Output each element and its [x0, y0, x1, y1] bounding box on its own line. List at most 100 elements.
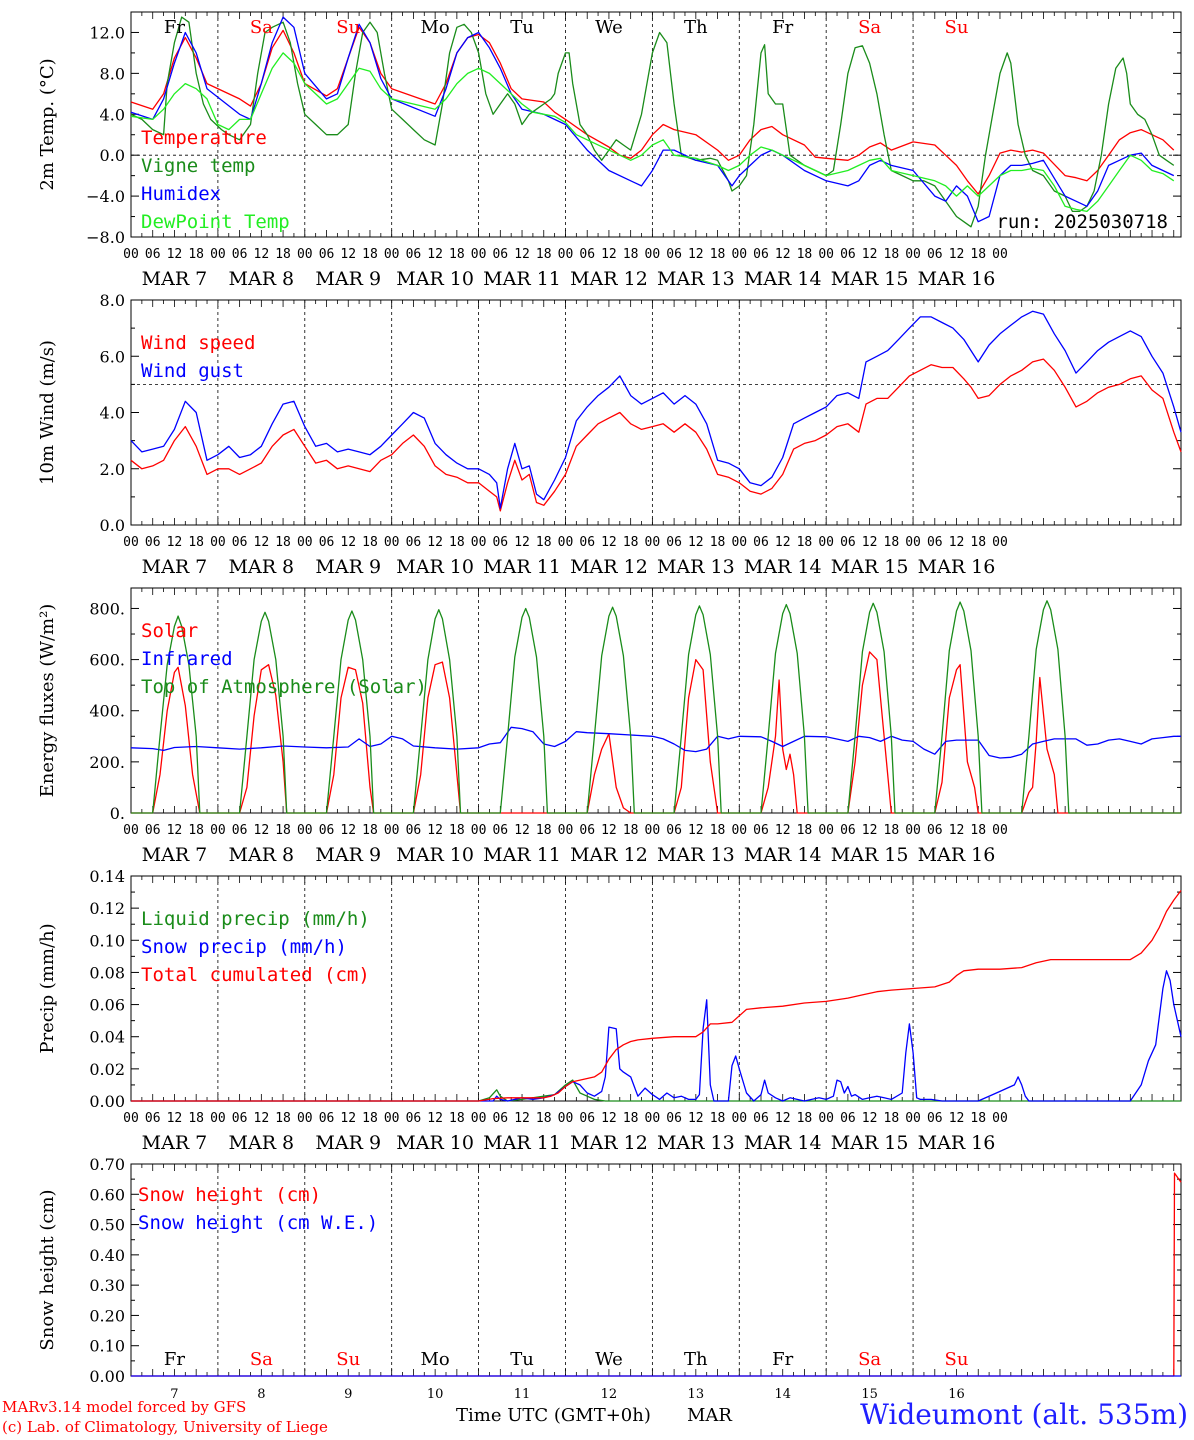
- hour-tick-label: 18: [797, 823, 813, 838]
- legend-entry: Top of Atmosphere (Solar): [141, 676, 427, 698]
- hour-tick-label: 12: [514, 247, 530, 262]
- date-label: MAR 10: [396, 268, 474, 290]
- weekday-label: Sa: [858, 1349, 881, 1370]
- hour-tick-label: 12: [949, 247, 965, 262]
- hour-tick-label: 06: [579, 535, 595, 550]
- date-label: MAR 12: [570, 1132, 648, 1154]
- date-label: MAR 10: [396, 1132, 474, 1154]
- y-tick-label: 800.: [89, 599, 125, 618]
- hour-tick-label: 06: [579, 823, 595, 838]
- hour-tick-label: 06: [753, 247, 769, 262]
- hour-tick-label: 06: [840, 247, 856, 262]
- hour-tick-label: 12: [601, 1111, 617, 1126]
- date-label: MAR 13: [657, 844, 735, 866]
- y-tick-label: 4.0: [100, 404, 125, 423]
- y-tick-label: 4.0: [100, 105, 125, 124]
- hour-tick-label: 06: [319, 1111, 335, 1126]
- weekday-label: Fr: [772, 17, 793, 38]
- hour-tick-label: 06: [145, 823, 161, 838]
- hour-tick-label: 12: [167, 247, 183, 262]
- y-tick-label: 6.0: [100, 347, 125, 366]
- date-label: MAR 7: [142, 268, 208, 290]
- hour-tick-label: 00: [471, 247, 487, 262]
- hour-tick-label: 12: [949, 823, 965, 838]
- y-tick-label: 0.0: [100, 516, 125, 535]
- hour-tick-label: 00: [210, 535, 226, 550]
- hour-tick-label: 12: [862, 1111, 878, 1126]
- run-label: run: 2025030718: [996, 211, 1168, 233]
- day-number-label: 16: [948, 1387, 965, 1402]
- hour-tick-label: 06: [406, 535, 422, 550]
- hour-tick-label: 18: [275, 823, 291, 838]
- y-tick-label: 0.0: [100, 146, 125, 165]
- hour-tick-label: 18: [275, 1111, 291, 1126]
- date-label: MAR 8: [229, 556, 295, 578]
- hour-tick-label: 06: [753, 823, 769, 838]
- hour-tick-label: 06: [840, 535, 856, 550]
- hour-tick-label: 18: [188, 247, 204, 262]
- hour-tick-label: 06: [232, 823, 248, 838]
- hour-tick-label: 00: [645, 1111, 661, 1126]
- plot-frame: [130, 587, 1182, 814]
- hour-tick-label: 00: [992, 1111, 1008, 1126]
- date-label: MAR 11: [483, 556, 561, 578]
- legend-entry: Total cumulated (cm): [141, 964, 370, 986]
- date-label: MAR 11: [483, 844, 561, 866]
- hour-tick-label: 12: [340, 535, 356, 550]
- date-label: MAR 8: [229, 1132, 295, 1154]
- hour-tick-label: 18: [449, 1111, 465, 1126]
- x-axis-label: Time UTC (GMT+0h): [456, 1405, 651, 1426]
- weekday-label: Fr: [164, 1349, 185, 1370]
- day-number-label: 15: [861, 1387, 878, 1402]
- date-label: MAR 9: [315, 1132, 381, 1154]
- y-axis-title: Snow height (cm): [37, 1189, 58, 1350]
- y-tick-label: 8.0: [100, 291, 125, 310]
- hour-tick-label: 12: [254, 1111, 270, 1126]
- date-label: MAR 10: [396, 556, 474, 578]
- hour-tick-label: 18: [710, 823, 726, 838]
- hour-tick-label: 06: [232, 1111, 248, 1126]
- hour-tick-label: 12: [688, 1111, 704, 1126]
- hour-tick-label: 12: [601, 247, 617, 262]
- y-tick-label: 0.02: [89, 1060, 125, 1079]
- hour-tick-label: 12: [862, 247, 878, 262]
- hour-tick-label: 06: [666, 1111, 682, 1126]
- y-tick-label: −8.0: [86, 228, 125, 247]
- hour-tick-label: 00: [731, 535, 747, 550]
- hour-tick-label: 00: [992, 535, 1008, 550]
- y-tick-label: 2.0: [100, 460, 125, 479]
- hour-tick-label: 12: [601, 535, 617, 550]
- y-axis-title: Energy fluxes (W/m²): [37, 604, 58, 798]
- weekday-label: Mo: [420, 1349, 449, 1370]
- legend-entry: Liquid precip (mm/h): [141, 908, 370, 930]
- hour-tick-label: 00: [905, 1111, 921, 1126]
- y-tick-label: 0.30: [89, 1276, 125, 1295]
- hour-tick-label: 00: [818, 247, 834, 262]
- date-label: MAR 7: [142, 1132, 208, 1154]
- hour-tick-label: 12: [340, 247, 356, 262]
- hour-tick-label: 00: [297, 247, 313, 262]
- hour-tick-label: 06: [753, 535, 769, 550]
- day-number-label: 11: [514, 1387, 531, 1402]
- hour-tick-label: 00: [471, 823, 487, 838]
- hour-tick-label: 18: [970, 535, 986, 550]
- hour-tick-label: 00: [123, 1111, 139, 1126]
- y-tick-label: 12.0: [89, 23, 125, 42]
- y-tick-label: 0.06: [89, 996, 125, 1015]
- weekday-label: Th: [684, 1349, 708, 1370]
- hour-tick-label: 18: [623, 535, 639, 550]
- series-line-wind-gust: [130, 310, 1182, 509]
- credit-line-2: (c) Lab. of Climatology, University of L…: [2, 1418, 328, 1436]
- hour-tick-label: 12: [254, 535, 270, 550]
- y-tick-label: 0.: [110, 804, 125, 823]
- hour-tick-label: 06: [579, 1111, 595, 1126]
- date-label: MAR 14: [744, 844, 822, 866]
- x-axis-month: MAR: [687, 1405, 732, 1426]
- series-line-top-of-atmosphere-solar-: [131, 600, 1181, 814]
- hour-tick-label: 18: [362, 1111, 378, 1126]
- hour-tick-label: 06: [319, 247, 335, 262]
- hour-tick-label: 06: [666, 823, 682, 838]
- hour-tick-label: 06: [840, 1111, 856, 1126]
- day-number-label: 7: [170, 1387, 178, 1402]
